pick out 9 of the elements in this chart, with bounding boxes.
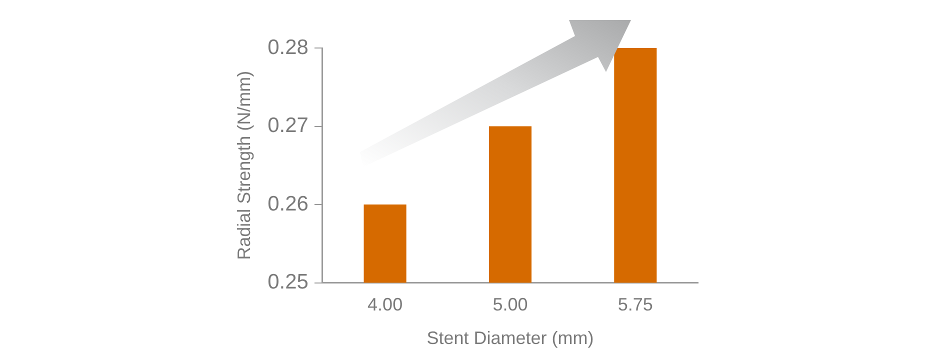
y-tick-label: 0.25 bbox=[268, 270, 308, 294]
y-tick-label: 0.27 bbox=[268, 114, 308, 138]
x-tick-label: 5.00 bbox=[492, 294, 528, 315]
y-axis-title: Radial Strength (N/mm) bbox=[234, 70, 254, 260]
x-axis-title: Stent Diameter (mm) bbox=[426, 328, 594, 348]
x-tick-label: 5.75 bbox=[618, 294, 653, 315]
y-tick-label: 0.26 bbox=[268, 192, 308, 216]
x-tick-label: 4.00 bbox=[368, 294, 403, 315]
y-tick-label: 0.28 bbox=[268, 36, 308, 59]
